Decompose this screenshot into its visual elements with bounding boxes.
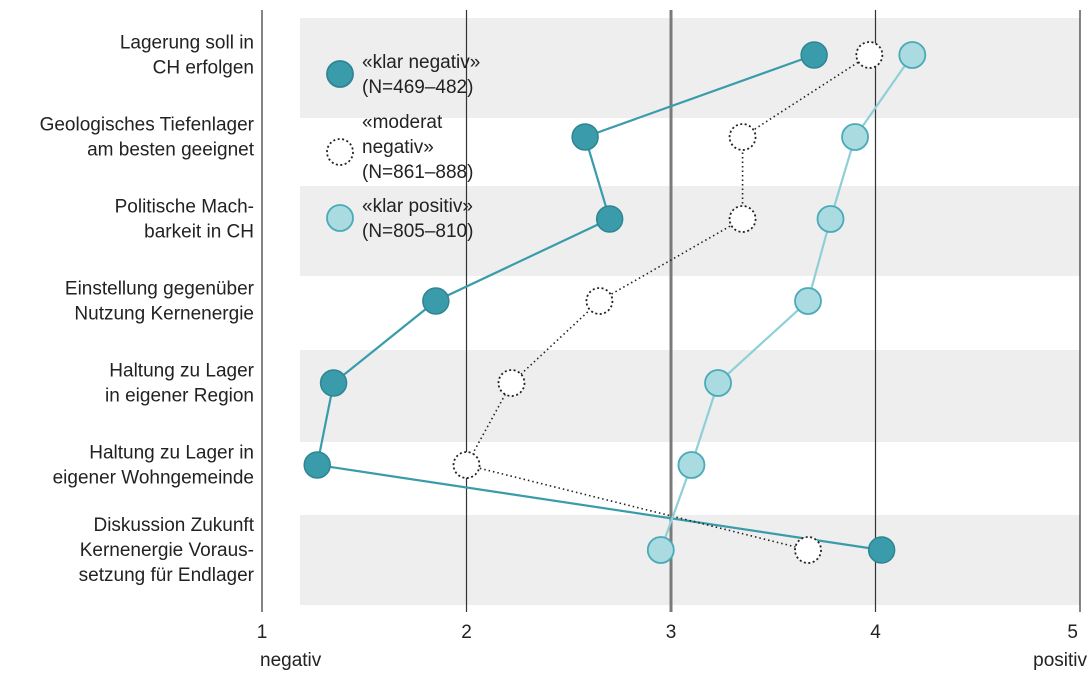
legend-label: «moderat negativ» (N=861–888) (362, 112, 473, 183)
category-label: Haltung zu Lager in eigener Wohngemeinde (53, 443, 254, 489)
data-point (728, 205, 757, 233)
gridlines (261, 10, 1081, 612)
x-tick-label: 3 (666, 622, 677, 643)
x-tick-label: 1 (257, 622, 268, 643)
category-labels: Lagerung soll in CH erfolgen Geologisches … (40, 33, 255, 587)
background-band (300, 515, 1080, 605)
series-1 (303, 41, 896, 564)
category-label: Politische Mach-barkeit in CH (115, 197, 254, 243)
category-label: Lagerung soll in CH erfolgen (120, 33, 254, 79)
data-point (585, 287, 614, 315)
series-3 (646, 41, 927, 564)
legend: «klar negativ» (N=469–482) «moderat negativ… (326, 52, 480, 242)
data-point (800, 41, 828, 69)
background-band (300, 350, 1080, 442)
data-point (571, 123, 599, 151)
x-tick-label: 4 (870, 622, 881, 643)
background-bands (300, 18, 1080, 605)
data-point (841, 123, 869, 151)
category-label: Diskussion Zukunft Kernenergie Voraus-set… (79, 515, 255, 586)
axis-label-negativ: negativ (260, 650, 322, 671)
legend-label: «klar negativ» (N=469–482) (362, 52, 480, 98)
data-point (816, 205, 845, 233)
legend-marker (326, 204, 354, 232)
data-point (794, 287, 822, 315)
category-label: Einstellung gegenüber Nutzung Kernenergie (65, 279, 255, 325)
background-band (300, 18, 1080, 118)
data-point (704, 369, 732, 397)
data-point (898, 41, 927, 69)
legend-label: «klar positiv» (N=805–810) (362, 196, 473, 242)
category-label: Haltung zu Lager in eigener Region (105, 361, 255, 407)
data-point (855, 41, 884, 69)
data-point (319, 369, 348, 397)
data-point (728, 123, 757, 151)
data-point (867, 536, 896, 564)
legend-marker (326, 138, 354, 166)
data-point (677, 451, 706, 479)
x-tick-label: 5 (1067, 622, 1078, 643)
data-point (422, 287, 450, 315)
data-point (497, 369, 526, 397)
data-point (595, 205, 624, 233)
data-point (452, 451, 481, 479)
data-point (303, 451, 331, 479)
data-point (794, 536, 822, 564)
data-point (646, 536, 675, 564)
x-tick-label: 2 (461, 622, 472, 643)
x-axis-ticks: 1 2 3 4 5 (257, 622, 1078, 643)
legend-marker (326, 60, 354, 88)
axis-label-positiv: positiv (1033, 650, 1087, 671)
background-band (300, 186, 1080, 276)
category-label: Geologisches Tiefenlager am besten geeign… (40, 115, 255, 161)
series-2 (452, 41, 884, 564)
